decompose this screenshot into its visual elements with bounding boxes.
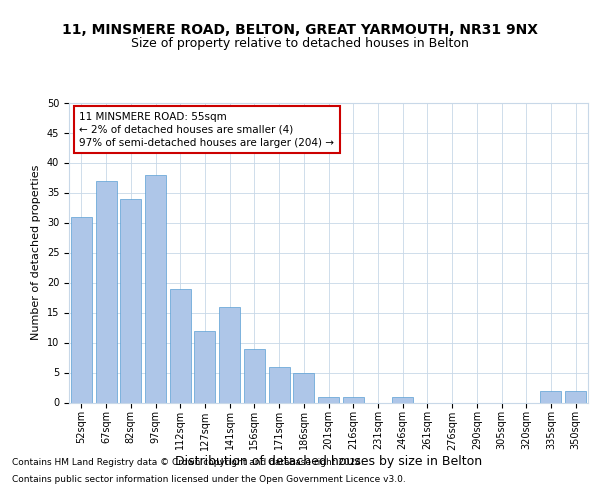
Bar [95,180,116,402]
Bar [120,198,141,402]
Bar [293,372,314,402]
Bar [318,396,339,402]
Bar [565,390,586,402]
Text: 11 MINSMERE ROAD: 55sqm
← 2% of detached houses are smaller (4)
97% of semi-deta: 11 MINSMERE ROAD: 55sqm ← 2% of detached… [79,112,334,148]
Bar [170,288,191,403]
X-axis label: Distribution of detached houses by size in Belton: Distribution of detached houses by size … [175,455,482,468]
Bar [541,390,562,402]
Text: Contains HM Land Registry data © Crown copyright and database right 2024.: Contains HM Land Registry data © Crown c… [12,458,364,467]
Bar [219,306,240,402]
Bar [343,396,364,402]
Text: Contains public sector information licensed under the Open Government Licence v3: Contains public sector information licen… [12,476,406,484]
Text: 11, MINSMERE ROAD, BELTON, GREAT YARMOUTH, NR31 9NX: 11, MINSMERE ROAD, BELTON, GREAT YARMOUT… [62,22,538,36]
Bar [392,396,413,402]
Bar [269,366,290,402]
Text: Size of property relative to detached houses in Belton: Size of property relative to detached ho… [131,38,469,51]
Bar [71,216,92,402]
Bar [145,174,166,402]
Bar [244,348,265,403]
Y-axis label: Number of detached properties: Number of detached properties [31,165,41,340]
Bar [194,330,215,402]
